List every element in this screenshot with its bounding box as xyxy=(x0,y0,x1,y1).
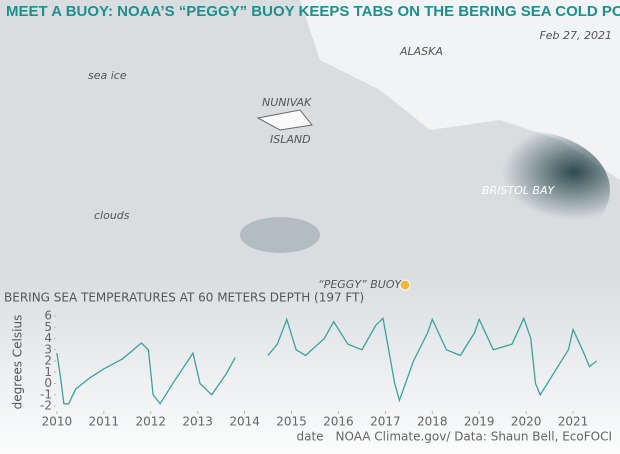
map-label: BRISTOL BAY xyxy=(482,184,555,197)
x-tick-label: 2014 xyxy=(229,415,260,429)
map-label: sea ice xyxy=(88,69,127,82)
x-tick-label: 2010 xyxy=(42,415,73,429)
y-tick-label: 5 xyxy=(44,320,52,334)
image-date: Feb 27, 2021 xyxy=(539,29,612,42)
y-tick-label: 3 xyxy=(44,342,52,356)
chart-backdrop xyxy=(0,270,620,454)
buoy-marker xyxy=(399,279,411,291)
map-label: “PEGGY” BUOY xyxy=(318,278,403,291)
x-tick-label: 2016 xyxy=(323,415,354,429)
x-axis-label: date xyxy=(296,430,323,444)
y-tick-label: -2 xyxy=(40,399,52,413)
y-tick-label: 0 xyxy=(44,376,52,390)
x-tick-label: 2019 xyxy=(464,415,495,429)
x-tick-label: 2021 xyxy=(558,415,589,429)
x-tick-label: 2015 xyxy=(276,415,307,429)
map-label: NUNIVAK xyxy=(262,96,312,109)
credit: NOAA Climate.gov/ Data: Shaun Bell, EcoF… xyxy=(336,430,613,444)
x-tick-label: 2011 xyxy=(89,415,120,429)
y-tick-label: 1 xyxy=(44,365,52,379)
map-label: ISLAND xyxy=(270,133,311,146)
bristol-bay-water xyxy=(430,130,610,250)
map-label: ALASKA xyxy=(399,45,443,58)
alaska-land xyxy=(300,0,620,180)
y-tick-label: 6 xyxy=(44,309,52,323)
dark-water xyxy=(240,217,320,253)
x-tick-label: 2017 xyxy=(370,415,401,429)
x-tick-label: 2012 xyxy=(135,415,166,429)
y-tick-label: 2 xyxy=(44,354,52,368)
x-tick-label: 2018 xyxy=(417,415,448,429)
y-tick-label: 4 xyxy=(44,331,52,345)
x-tick-label: 2020 xyxy=(511,415,542,429)
nunivak-island xyxy=(256,109,313,131)
y-axis-label: degrees Celsius xyxy=(11,315,25,410)
map-label: clouds xyxy=(94,209,130,222)
x-tick-label: 2013 xyxy=(182,415,213,429)
page-title: MEET A BUOY: NOAA’S “PEGGY” BUOY KEEPS T… xyxy=(6,3,620,20)
temperature-line xyxy=(56,316,597,405)
y-tick-label: -1 xyxy=(40,387,52,401)
chart-title: BERING SEA TEMPERATURES AT 60 METERS DEP… xyxy=(4,291,364,305)
